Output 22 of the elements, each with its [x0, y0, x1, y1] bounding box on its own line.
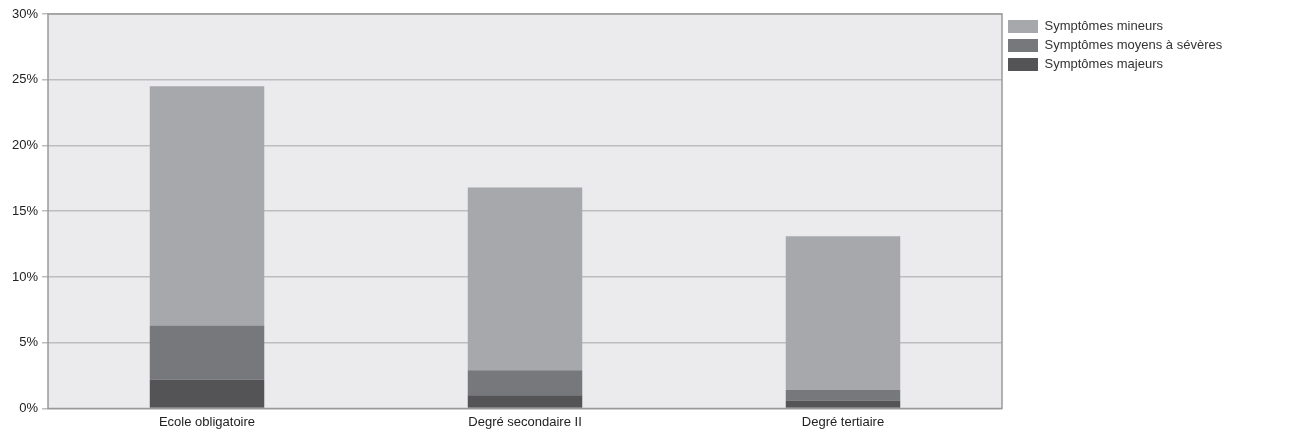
y-tick-label: 15% [11, 202, 39, 218]
y-tick-label: 20% [11, 137, 39, 153]
bar [785, 390, 901, 401]
bar [467, 395, 583, 408]
y-tick-label: 5% [19, 334, 39, 350]
legend-label: Symptômes mineurs [1044, 18, 1164, 34]
x-tick-label: Degré tertiaire [801, 413, 885, 429]
x-tick-label: Ecole obligatoire [158, 413, 256, 429]
bar [149, 86, 265, 326]
legend-label: Symptômes moyens à sévères [1044, 37, 1223, 53]
legend-label: Symptômes majeurs [1044, 56, 1164, 72]
bar [149, 325, 265, 380]
x-tick-label: Degré secondaire II [468, 413, 582, 429]
y-tick-label: 10% [11, 268, 39, 284]
bar [149, 379, 265, 408]
bar [785, 400, 901, 408]
y-tick-label: 0% [19, 399, 39, 415]
bar [785, 236, 901, 390]
y-tick-label: 25% [11, 71, 39, 87]
bar [467, 370, 583, 396]
bar [467, 187, 583, 371]
y-tick-label: 30% [11, 5, 39, 21]
